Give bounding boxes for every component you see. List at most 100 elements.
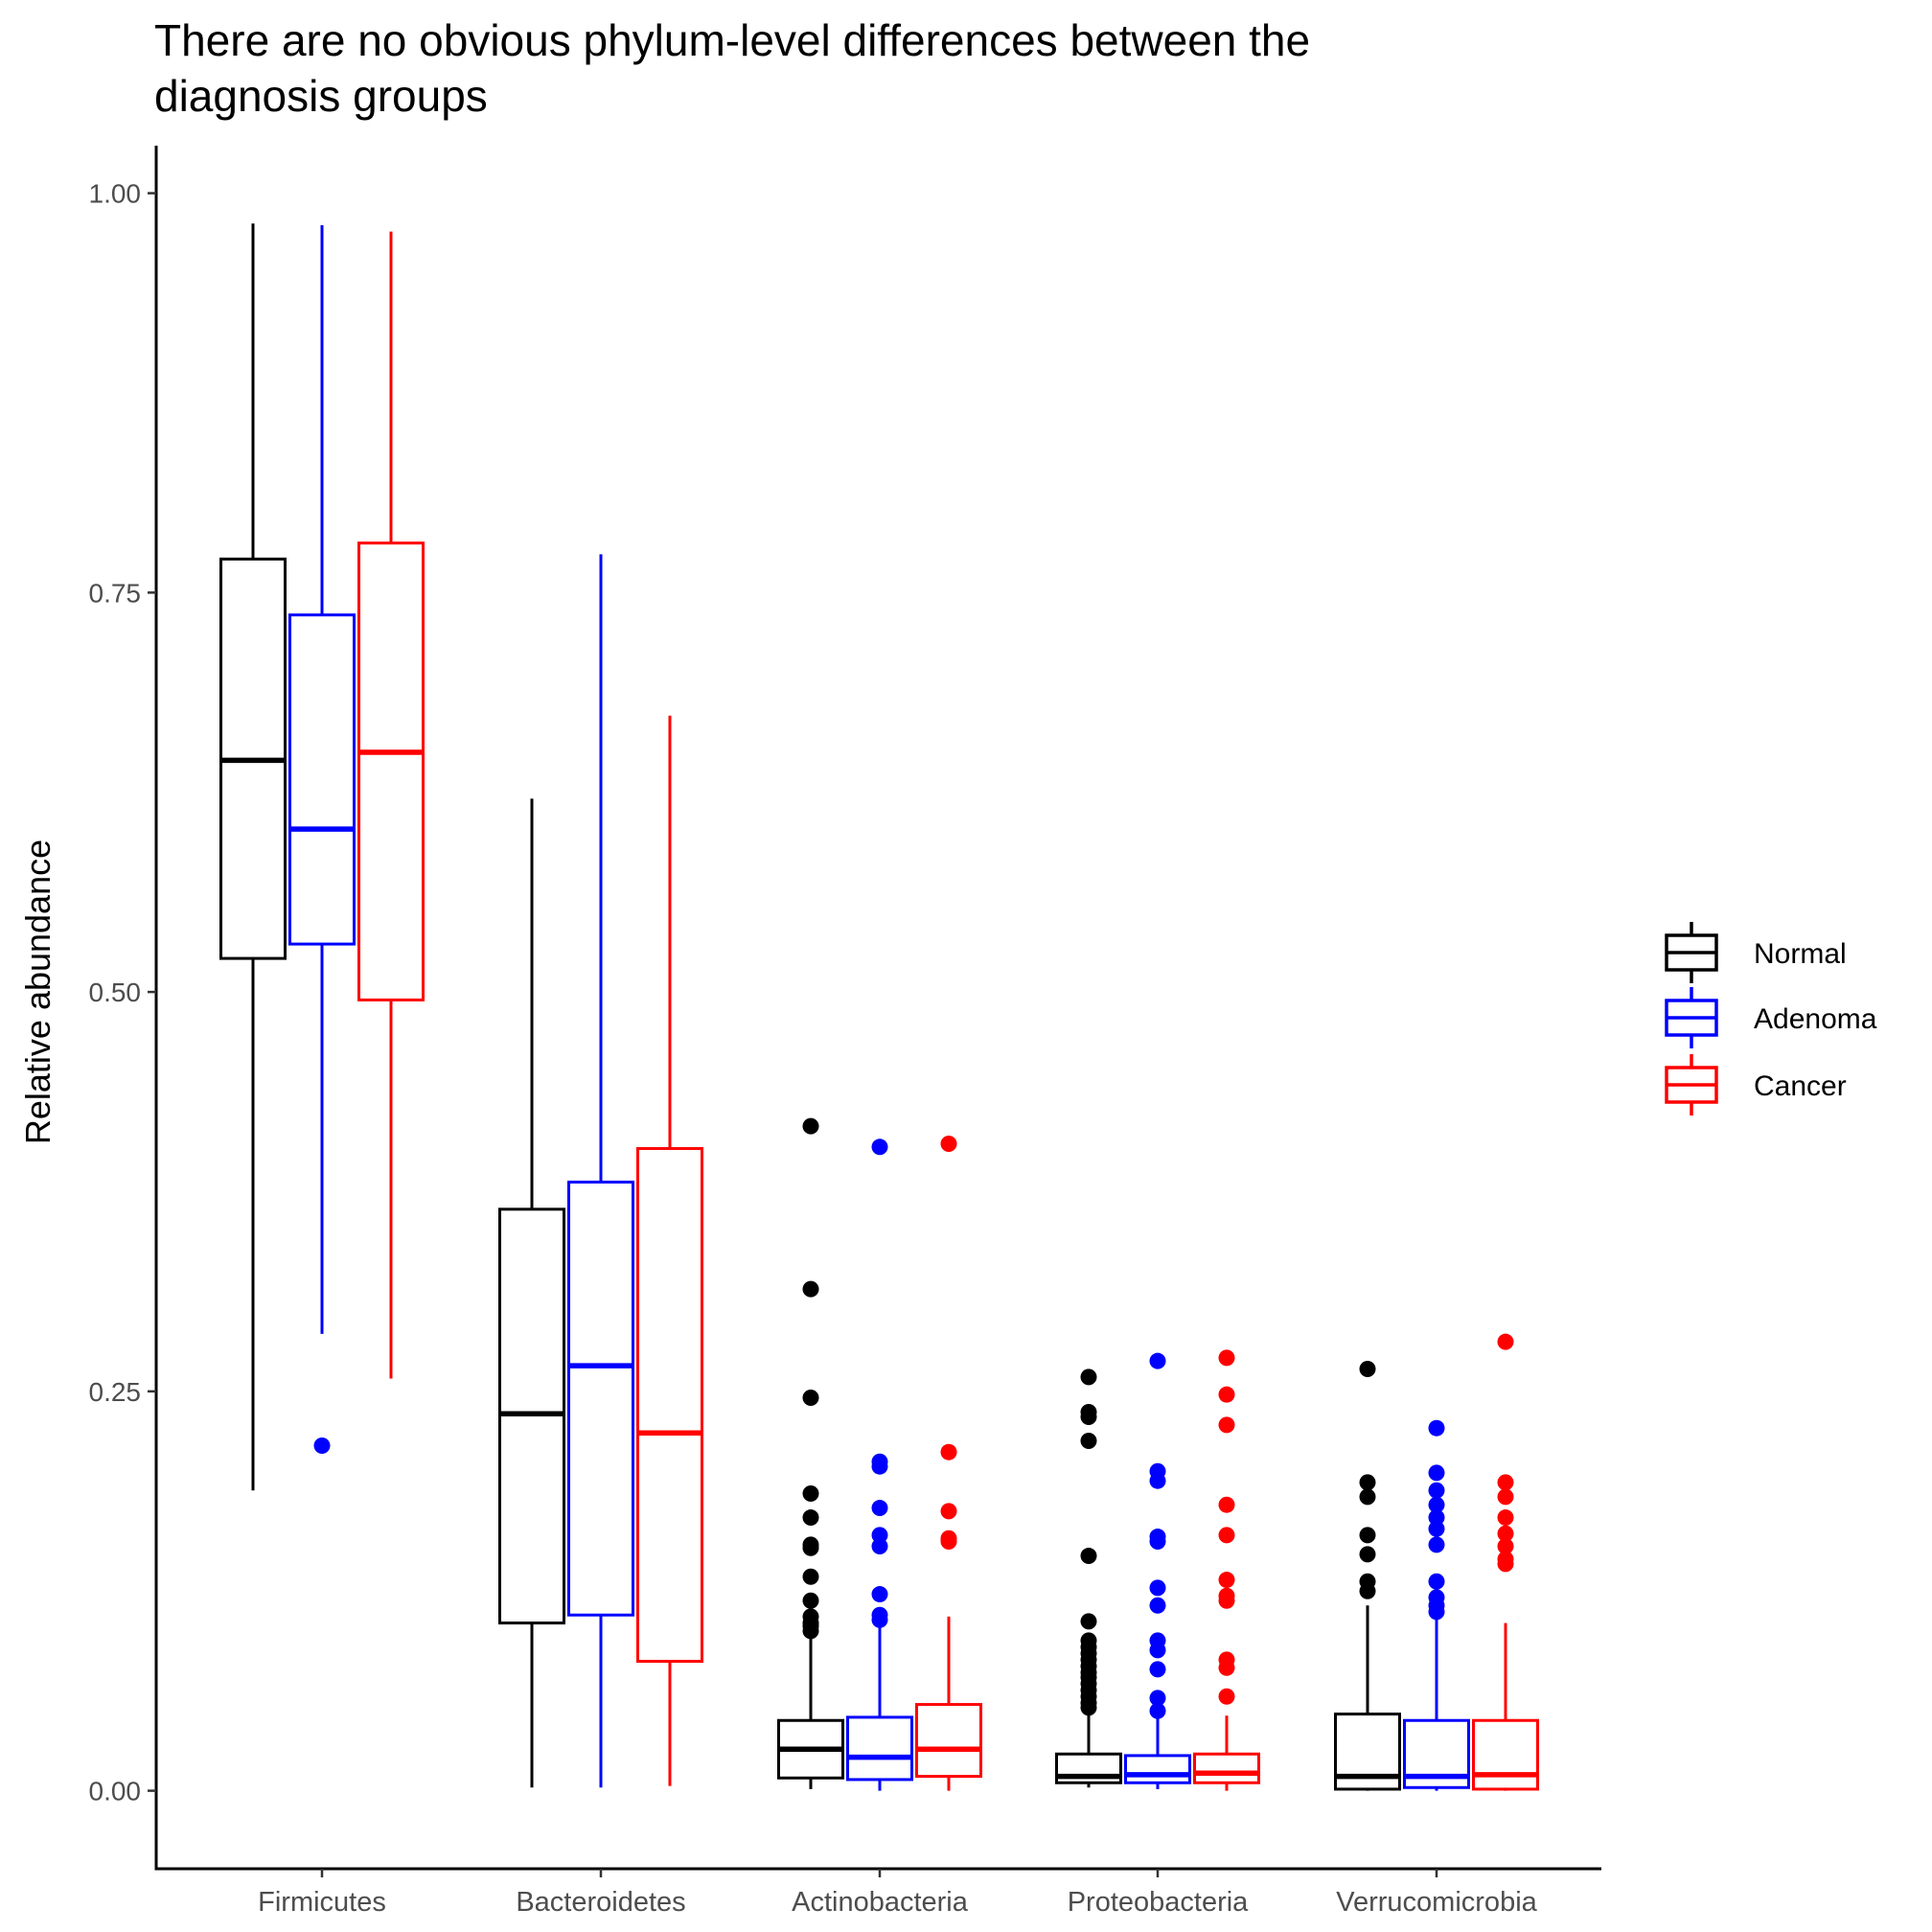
outlier-point bbox=[1149, 1642, 1166, 1659]
outlier-point bbox=[1497, 1333, 1514, 1350]
outlier-point bbox=[1359, 1546, 1376, 1563]
legend-item-adenoma: Adenoma bbox=[1665, 987, 1877, 1048]
chart-title-line-1: There are no obvious phylum-level differ… bbox=[154, 15, 1310, 65]
legend-label: Adenoma bbox=[1754, 1003, 1877, 1035]
box-normal-bacteroidetes bbox=[498, 798, 565, 1788]
outlier-point bbox=[1359, 1361, 1376, 1378]
outlier-point bbox=[871, 1527, 888, 1544]
x-tick-label: Verrucomicrobia bbox=[1336, 1887, 1537, 1918]
outlier-point bbox=[1080, 1548, 1097, 1565]
outlier-point bbox=[1149, 1352, 1166, 1369]
outlier-point bbox=[1359, 1527, 1376, 1544]
outlier-point bbox=[802, 1117, 819, 1135]
x-tick-label: Bacteroidetes bbox=[516, 1887, 685, 1918]
box-normal-proteobacteria bbox=[1055, 1368, 1122, 1788]
x-tick-label: Firmicutes bbox=[258, 1887, 386, 1918]
outlier-point bbox=[940, 1533, 957, 1551]
legend-item-normal: Normal bbox=[1665, 922, 1847, 983]
outlier-point bbox=[1497, 1538, 1514, 1555]
box bbox=[288, 613, 356, 946]
box-adenoma-proteobacteria bbox=[1124, 1352, 1191, 1789]
box-adenoma-verrucomicrobia bbox=[1403, 1419, 1470, 1791]
outlier-point bbox=[802, 1280, 819, 1298]
box-adenoma-actinobacteria bbox=[846, 1138, 913, 1791]
outlier-point bbox=[802, 1622, 819, 1640]
outlier-point bbox=[1218, 1349, 1235, 1367]
outlier-point bbox=[1149, 1597, 1166, 1614]
legend: Normal Adenoma Cancer bbox=[1665, 922, 1877, 1116]
outlier-point bbox=[1497, 1488, 1514, 1506]
outlier-point bbox=[1218, 1416, 1235, 1434]
outlier-point bbox=[1149, 1579, 1166, 1597]
legend-item-cancer: Cancer bbox=[1665, 1054, 1847, 1116]
outlier-point bbox=[1080, 1613, 1097, 1630]
outlier-point bbox=[1359, 1582, 1376, 1599]
outlier-point bbox=[1359, 1474, 1376, 1491]
box-cancer-verrucomicrobia bbox=[1472, 1333, 1539, 1791]
outlier-point bbox=[1080, 1409, 1097, 1426]
outlier-point bbox=[1428, 1496, 1445, 1513]
outlier-point bbox=[940, 1135, 957, 1152]
outlier-point bbox=[1497, 1555, 1514, 1573]
outlier-point bbox=[1080, 1368, 1097, 1386]
box bbox=[636, 1146, 703, 1664]
y-axis-label: Relative abundance bbox=[18, 840, 58, 1144]
outlier-point bbox=[1428, 1419, 1445, 1437]
box-cancer-proteobacteria bbox=[1193, 1349, 1260, 1791]
box bbox=[357, 541, 425, 1001]
box bbox=[846, 1715, 913, 1782]
outlier-point bbox=[1428, 1603, 1445, 1621]
box bbox=[567, 1180, 634, 1617]
box-cancer-bacteroidetes bbox=[636, 715, 703, 1786]
outlier-point bbox=[802, 1592, 819, 1609]
outlier-point bbox=[1497, 1525, 1514, 1542]
chart-title-line-2: diagnosis groups bbox=[154, 71, 488, 121]
outlier-point bbox=[1149, 1690, 1166, 1707]
outlier-point bbox=[1149, 1702, 1166, 1719]
outlier-point bbox=[1149, 1661, 1166, 1678]
outlier-point bbox=[1428, 1520, 1445, 1537]
outlier-point bbox=[1497, 1474, 1514, 1491]
outlier-point bbox=[1428, 1464, 1445, 1482]
outlier-point bbox=[1218, 1386, 1235, 1403]
outlier-point bbox=[802, 1568, 819, 1585]
outlier-point bbox=[802, 1539, 819, 1556]
box-adenoma-firmicutes bbox=[288, 224, 356, 1455]
outlier-point bbox=[802, 1509, 819, 1527]
outlier-point bbox=[1218, 1496, 1235, 1513]
box-normal-actinobacteria bbox=[777, 1117, 844, 1789]
outlier-point bbox=[1497, 1509, 1514, 1527]
box-cancer-actinobacteria bbox=[915, 1135, 982, 1791]
outlier-point bbox=[1218, 1592, 1235, 1609]
box bbox=[915, 1703, 982, 1779]
outlier-point bbox=[1149, 1472, 1166, 1489]
outlier-point bbox=[871, 1458, 888, 1475]
outlier-point bbox=[313, 1438, 331, 1455]
outlier-point bbox=[871, 1586, 888, 1603]
box-normal-verrucomicrobia bbox=[1334, 1361, 1401, 1791]
outlier-point bbox=[1428, 1509, 1445, 1527]
outlier-point bbox=[1218, 1572, 1235, 1589]
outlier-point bbox=[940, 1503, 957, 1520]
outlier-point bbox=[871, 1538, 888, 1555]
outlier-point bbox=[871, 1138, 888, 1156]
outlier-point bbox=[802, 1390, 819, 1407]
box-adenoma-bacteroidetes bbox=[567, 554, 634, 1788]
legend-label: Normal bbox=[1754, 938, 1847, 970]
outlier-point bbox=[1218, 1659, 1235, 1676]
x-tick-label: Actinobacteria bbox=[792, 1887, 969, 1918]
outlier-point bbox=[871, 1500, 888, 1517]
outlier-point bbox=[871, 1611, 888, 1628]
y-tick-label: 0.00 bbox=[89, 1777, 142, 1806]
outlier-point bbox=[1359, 1488, 1376, 1506]
legend-label: Cancer bbox=[1754, 1070, 1847, 1102]
outlier-point bbox=[1428, 1482, 1445, 1499]
outlier-point bbox=[1428, 1573, 1445, 1590]
box-cancer-firmicutes bbox=[357, 231, 425, 1379]
outlier-point bbox=[940, 1443, 957, 1460]
box bbox=[1193, 1752, 1260, 1784]
box-normal-firmicutes bbox=[219, 223, 287, 1491]
outlier-point bbox=[802, 1485, 819, 1503]
y-tick-label: 1.00 bbox=[89, 179, 142, 209]
